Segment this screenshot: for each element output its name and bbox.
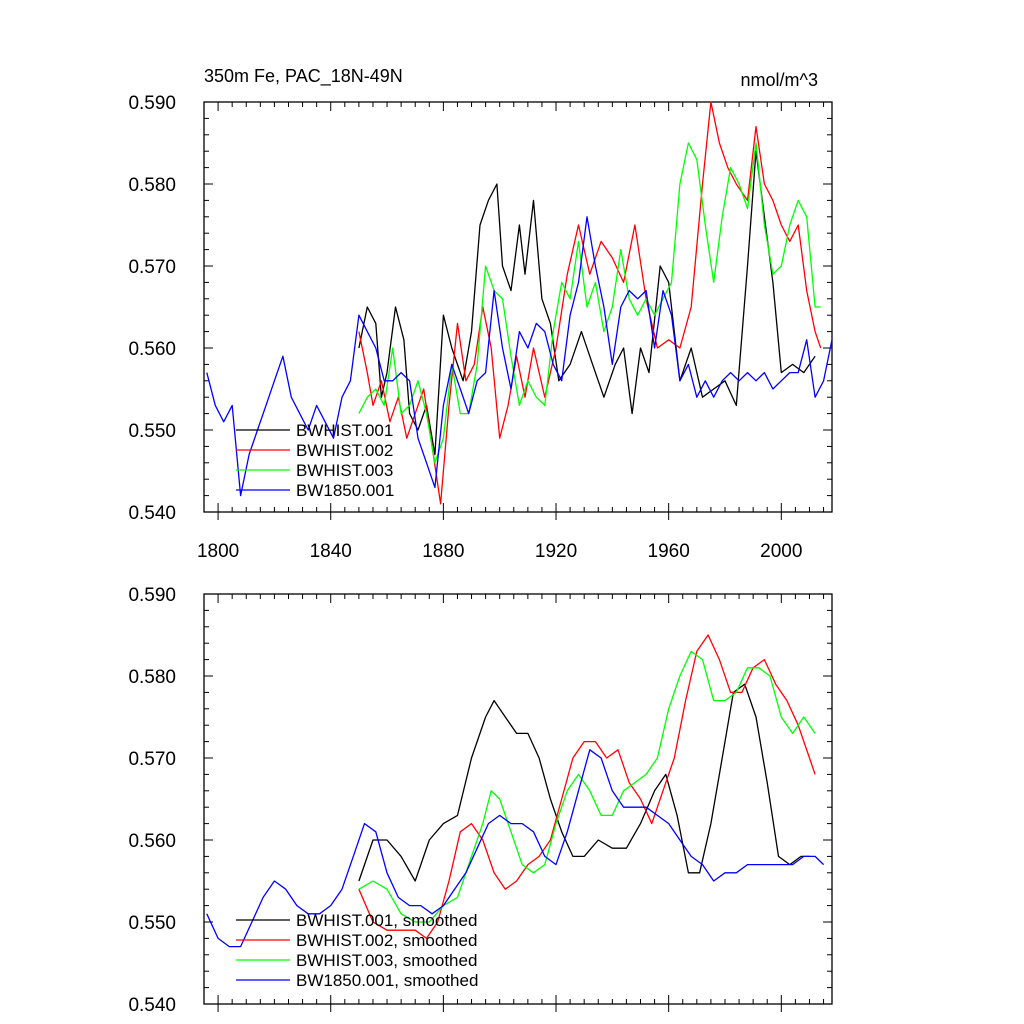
y-tick-label: 0.550 [128, 421, 176, 442]
legend-label: BWHIST.003, smoothed [296, 951, 477, 970]
x-tick-label: 1880 [422, 541, 464, 562]
series-line-bw1850-001-smoothed [206, 749, 825, 948]
y-tick-label: 0.560 [128, 339, 176, 360]
x-tick-label: 1960 [648, 541, 690, 562]
series-line-bwhist-001-smoothed [358, 683, 810, 882]
legend-label: BWHIST.002 [296, 441, 393, 460]
legend-label: BWHIST.001, smoothed [296, 911, 477, 930]
y-tick-label: 0.540 [128, 503, 176, 524]
y-tick-label: 0.570 [128, 257, 176, 278]
x-tick-label: 2000 [760, 541, 802, 562]
legend-label: BWHIST.002, smoothed [296, 931, 477, 950]
series-line-bwhist-003 [358, 142, 821, 464]
y-tick-label: 0.590 [128, 585, 176, 606]
y-tick-label: 0.550 [128, 913, 176, 934]
x-tick-label: 1840 [310, 541, 352, 562]
series-line-bwhist-002-smoothed [358, 634, 816, 940]
legend-label: BW1850.001 [296, 481, 394, 500]
top-panel: 350m Fe, PAC_18N-49N nmol/m^3 1800 1840 18… [128, 66, 833, 562]
series-line-bw1850-001 [206, 216, 833, 497]
y-tick-label: 0.540 [128, 995, 176, 1016]
x-tick-label: 1920 [535, 541, 577, 562]
series-line-bwhist-002 [358, 101, 822, 505]
y-tick-label: 0.590 [128, 93, 176, 114]
units-label: nmol/m^3 [741, 70, 818, 90]
y-tick-label: 0.560 [128, 831, 176, 852]
legend-label: BWHIST.001 [296, 421, 393, 440]
plot-frame [203, 593, 833, 1005]
plot-frame [203, 101, 833, 513]
x-tick-label: 1800 [197, 541, 239, 562]
legend-label: BWHIST.003 [296, 461, 393, 480]
chart-title: 350m Fe, PAC_18N-49N [204, 66, 403, 87]
y-tick-label: 0.580 [128, 175, 176, 196]
bottom-panel: 0.540 0.550 0.560 0.570 0.580 0.590 BWHIST.001… [128, 585, 833, 1016]
series-line-bwhist-003-smoothed [358, 650, 816, 923]
series-line-bwhist-001 [358, 150, 816, 456]
y-tick-label: 0.580 [128, 667, 176, 688]
legend-label: BW1850.001, smoothed [296, 971, 478, 990]
y-tick-label: 0.570 [128, 749, 176, 770]
